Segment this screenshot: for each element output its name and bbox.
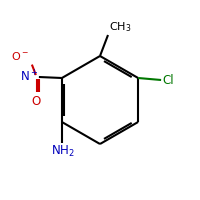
- Text: O$^-$: O$^-$: [11, 50, 29, 62]
- Text: NH$_2$: NH$_2$: [51, 144, 75, 159]
- Text: N$^+$: N$^+$: [20, 69, 39, 85]
- Text: Cl: Cl: [162, 73, 174, 86]
- Text: CH$_3$: CH$_3$: [109, 20, 131, 34]
- Text: O: O: [31, 95, 41, 108]
